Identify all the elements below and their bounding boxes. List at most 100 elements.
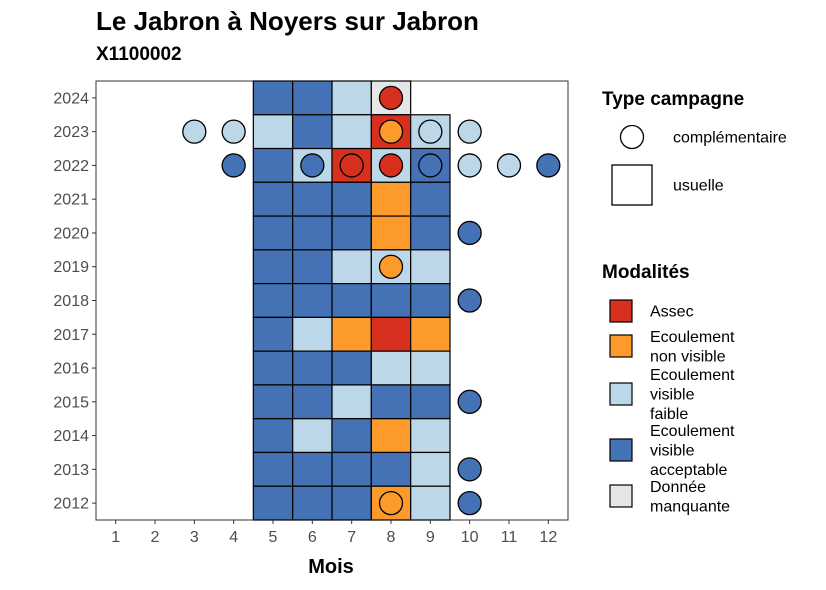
legend-campagne-title: Type campagne [602,89,744,110]
tile-2014-9 [410,418,451,454]
tile-2013-5 [252,451,294,487]
tile-2013-8 [370,451,412,487]
legend-label-line: non visible [650,348,726,365]
tile-2015-8 [370,384,412,420]
tile-2021-6 [292,181,333,217]
point-2015-10 [457,389,482,414]
tile-2023-5 [252,114,294,150]
point-2020-10 [457,220,482,246]
point-2022-12 [536,153,561,178]
y-tick-label-2024: 2024 [53,90,89,107]
tile-2014-5 [252,418,294,454]
x-tick-label-7: 7 [347,529,356,546]
tile-2020-9 [410,215,451,251]
legend-key-donnee_manquante [609,484,633,508]
legend-modalites-title: Modalités [602,262,690,283]
tile-2018-9 [410,283,451,318]
tile-2021-8 [370,181,412,217]
tile-2012-9 [410,485,451,521]
tile-2017-5 [252,316,294,352]
tile-2017-8 [370,316,412,352]
legend-key-ecoulement_visible_faible [609,382,633,406]
point-2022-6 [300,153,325,178]
tile-2019-7 [331,249,372,285]
point-2013-10 [457,457,482,482]
point-2023-8 [378,119,404,144]
point-2012-10 [457,490,482,516]
legend-label-line: Ecoulement [650,367,735,384]
tile-2017-6 [292,316,333,352]
point-2023-9 [418,119,443,144]
y-tick-label-2016: 2016 [53,361,89,378]
tile-2019-5 [252,249,294,285]
y-tick-label-2020: 2020 [53,225,89,242]
tile-2013-7 [331,451,372,487]
chart-subtitle: X1100002 [96,44,182,65]
tile-2021-7 [331,181,372,217]
legend-label-line: faible [650,406,688,423]
y-tick-label-2012: 2012 [53,496,89,513]
tile-2016-9 [410,350,451,386]
tile-2015-7 [331,384,372,420]
tile-2019-6 [292,249,333,285]
tile-2020-6 [292,215,333,251]
x-tick-label-3: 3 [190,529,199,546]
x-tick-label-11: 11 [501,529,518,546]
tile-2012-6 [292,485,333,521]
x-tick-label-5: 5 [269,529,278,546]
tile-2013-6 [292,451,333,487]
x-tick-label-8: 8 [387,529,396,546]
tile-2019-9 [410,249,451,285]
y-tick-label-2019: 2019 [53,259,89,276]
tile-2016-5 [252,350,294,386]
tile-2021-5 [252,181,294,217]
y-tick-label-2018: 2018 [53,293,89,310]
legend-label-donnee_manquante: Donnée manquante [650,479,730,516]
tile-2017-9 [410,316,451,352]
tile-2023-7 [331,114,372,150]
tile-2012-5 [252,485,294,521]
x-tick-label-9: 9 [426,529,435,546]
point-2022-10 [457,153,482,178]
tile-2016-6 [292,350,333,386]
x-tick-label-2: 2 [151,529,160,546]
legend-key-ecoulement_non_visible [609,334,633,358]
tiles-layer [252,80,451,521]
tile-2020-7 [331,215,372,251]
y-tick-label-2015: 2015 [53,394,89,411]
tile-2024-6 [292,80,333,116]
legend-key-ecoulement_visible_acceptable [609,438,633,462]
tile-2014-6 [292,418,333,454]
legend-square-key [611,164,653,206]
tile-2021-9 [410,181,451,217]
y-tick-label-2013: 2013 [53,462,89,479]
tile-2016-8 [370,350,412,386]
point-2019-8 [378,254,404,279]
tile-2018-6 [292,283,333,318]
tile-2024-5 [252,80,294,116]
point-2012-8 [378,490,404,516]
y-tick-label-2023: 2023 [53,124,89,141]
legend-label-line: Ecoulement [650,329,735,346]
points-layer [182,85,561,516]
y-tick-label-2017: 2017 [53,327,89,344]
legend-label-line: visible [650,443,695,460]
point-2018-10 [457,288,482,313]
tile-2014-8 [370,418,412,454]
x-tick-label-4: 4 [229,529,238,546]
point-2023-10 [457,119,482,144]
point-2022-4 [221,153,246,178]
x-axis-label: Mois [308,556,354,578]
tile-2018-7 [331,283,372,318]
legend-label-ecoulement_visible_faible: Ecoulement visible faible [650,367,735,423]
tile-2017-7 [331,316,372,352]
legend-label-line: visible [650,387,695,404]
x-axis: 1 2 3 4 5 6 7 8 9 10 11 12 [111,520,557,546]
legend-label-assec: Assec [650,304,694,321]
legend-campagne-label-0: complémentaire [673,130,787,147]
x-tick-label-1: 1 [111,529,120,546]
y-tick-label-2022: 2022 [53,158,89,175]
tile-2018-8 [370,283,412,318]
tile-2018-5 [252,283,294,318]
